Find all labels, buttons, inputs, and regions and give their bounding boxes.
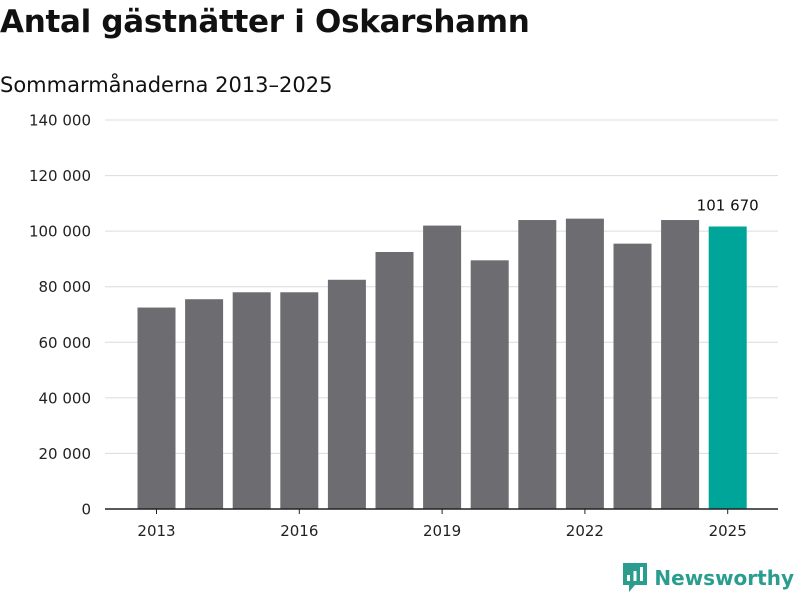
y-tick-label: 140 000 bbox=[29, 112, 91, 130]
bar-2016 bbox=[280, 292, 319, 509]
bars bbox=[137, 218, 747, 510]
bar-2024 bbox=[661, 220, 700, 509]
x-tick-label: 2013 bbox=[137, 522, 175, 540]
bar-2014 bbox=[185, 299, 224, 509]
brand-logo: Newsworthy bbox=[623, 563, 794, 592]
x-tick-label: 2025 bbox=[709, 522, 747, 540]
bar-2018 bbox=[375, 251, 414, 509]
y-tick-label: 20 000 bbox=[39, 445, 92, 463]
y-tick-label: 120 000 bbox=[29, 167, 91, 185]
bar-2023 bbox=[613, 243, 652, 509]
x-tick-label: 2016 bbox=[280, 522, 318, 540]
x-tick-label: 2019 bbox=[423, 522, 461, 540]
bar-2015 bbox=[232, 292, 271, 509]
y-tick-label: 0 bbox=[81, 501, 91, 519]
bar-2013 bbox=[137, 307, 176, 509]
data-label-2025: 101 670 bbox=[697, 197, 759, 215]
bar-2020 bbox=[470, 260, 509, 509]
x-axis: 2013 2016 2019 2022 2025 bbox=[105, 508, 778, 540]
newsworthy-logo-icon bbox=[623, 563, 648, 592]
chart-subtitle: Sommarmånaderna 2013–2025 bbox=[0, 73, 333, 97]
brand-name: Newsworthy bbox=[654, 565, 794, 590]
bar-2017 bbox=[327, 279, 366, 509]
y-tick-label: 100 000 bbox=[29, 223, 91, 241]
bar-2019 bbox=[423, 225, 462, 510]
x-tick-label: 2022 bbox=[566, 522, 604, 540]
chart-title: Antal gästnätter i Oskarshamn bbox=[0, 4, 530, 40]
bar-2021 bbox=[518, 220, 557, 509]
y-tick-label: 80 000 bbox=[39, 278, 92, 296]
bar-2022 bbox=[565, 218, 604, 509]
data-labels: 101 670 bbox=[697, 197, 759, 215]
bar-2025 bbox=[708, 226, 747, 510]
y-tick-label: 60 000 bbox=[39, 334, 92, 352]
y-axis-ticks: 0 20 000 40 000 60 000 80 000 100 000 120 000 1… bbox=[29, 112, 91, 519]
y-tick-label: 40 000 bbox=[39, 389, 92, 407]
